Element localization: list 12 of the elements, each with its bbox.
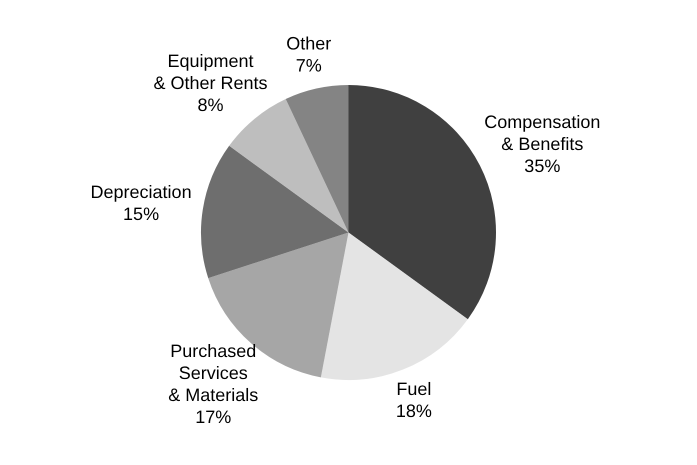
slice-label: Depreciation	[90, 182, 192, 202]
data-label: 17%	[195, 407, 232, 428]
slice-label: Other	[286, 33, 332, 54]
data-label: 15%	[123, 204, 160, 224]
data-label: 35%	[524, 156, 560, 176]
data-label: 7%	[296, 55, 322, 76]
slice-label: Purchased Services & Materials	[168, 341, 258, 406]
slice-label: Equipment & Other Rents	[153, 51, 268, 94]
slice-label: Compensation & Benefits	[484, 112, 600, 154]
data-label: 18%	[396, 401, 432, 422]
data-label: 8%	[197, 95, 224, 116]
slice-label: Fuel	[396, 379, 432, 400]
